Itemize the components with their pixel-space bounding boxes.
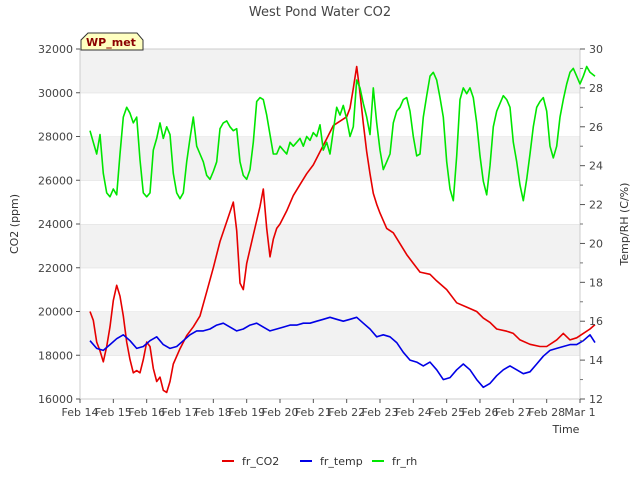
grid-band [80, 267, 580, 312]
x-tick-label: Feb 16 [128, 406, 165, 419]
x-tick-label: Feb 21 [295, 406, 332, 419]
y-right-tick-label: 16 [589, 315, 603, 328]
series-lines [89, 65, 596, 394]
series-line-fr-temp [89, 316, 596, 389]
y-left-tick-label: 28000 [38, 131, 73, 144]
badge-label: WP_met [86, 36, 136, 49]
x-tick-label: Feb 18 [195, 406, 232, 419]
plot-bands [80, 48, 580, 399]
y-left-tick-label: 32000 [38, 43, 73, 56]
y-right-tick-label: 24 [589, 160, 603, 173]
grid-band [80, 136, 580, 181]
grid-band [80, 224, 580, 268]
legend-label: fr_temp [320, 455, 363, 468]
x-tick-label: Feb 19 [228, 406, 265, 419]
series-line-fr-co2 [89, 65, 596, 394]
x-tick-label: Feb 26 [462, 406, 499, 419]
y-left-tick-label: 24000 [38, 218, 73, 231]
x-tick-label: Feb 23 [362, 406, 399, 419]
y-left-tick-label: 26000 [38, 174, 73, 187]
station-badge: WP_met [80, 32, 144, 51]
x-tick-label: Feb 28 [528, 406, 565, 419]
legend-item-fr-rh: fr_rh [372, 455, 417, 468]
grid-band [80, 92, 580, 137]
x-tick-label: Feb 17 [162, 406, 199, 419]
legend: fr_CO2 fr_temp fr_rh [222, 455, 417, 468]
y-axis-right-title: Temp/RH (C/%) [618, 183, 631, 267]
grid-band [80, 311, 580, 356]
legend-item-fr-co2: fr_CO2 [222, 455, 279, 468]
y-left-tick-label: 22000 [38, 262, 73, 275]
x-tick-label: Mar 1 [564, 406, 595, 419]
y-left-tick-label: 20000 [38, 306, 73, 319]
y-right-tick-label: 12 [589, 393, 603, 406]
x-tick-label: Feb 24 [395, 406, 432, 419]
x-tick-label: Feb 15 [95, 406, 132, 419]
y-left-tick-label: 30000 [38, 87, 73, 100]
y-right-tick-label: 26 [589, 121, 603, 134]
badge-shape [80, 32, 144, 51]
x-axis-title: Time [552, 423, 580, 436]
grid-band [80, 49, 580, 93]
grid-band [80, 180, 580, 224]
grid-band [80, 355, 580, 399]
y-left-tick-label: 16000 [38, 393, 73, 406]
legend-label: fr_CO2 [242, 455, 279, 468]
chart-title: West Pond Water CO2 [249, 5, 391, 20]
x-tick-label: Feb 22 [328, 406, 365, 419]
x-tick-label: Feb 20 [262, 406, 299, 419]
x-tick-label: Feb 25 [428, 406, 465, 419]
legend-item-fr-temp: fr_temp [300, 455, 363, 468]
series-line-fr-rh [89, 65, 596, 202]
y-right-tick-label: 28 [589, 82, 603, 95]
y-left-tick-label: 18000 [38, 349, 73, 362]
x-tick-label: Feb 14 [62, 406, 99, 419]
x-tick-label: Feb 27 [495, 406, 532, 419]
legend-label: fr_rh [392, 455, 417, 468]
y-right-tick-label: 14 [589, 354, 603, 367]
y-right-tick-label: 20 [589, 237, 603, 250]
y-right-tick-label: 18 [589, 276, 603, 289]
y-axis-left-title: CO2 (ppm) [8, 194, 21, 254]
y-right-tick-label: 30 [589, 43, 603, 56]
y-right-tick-label: 22 [589, 199, 603, 212]
